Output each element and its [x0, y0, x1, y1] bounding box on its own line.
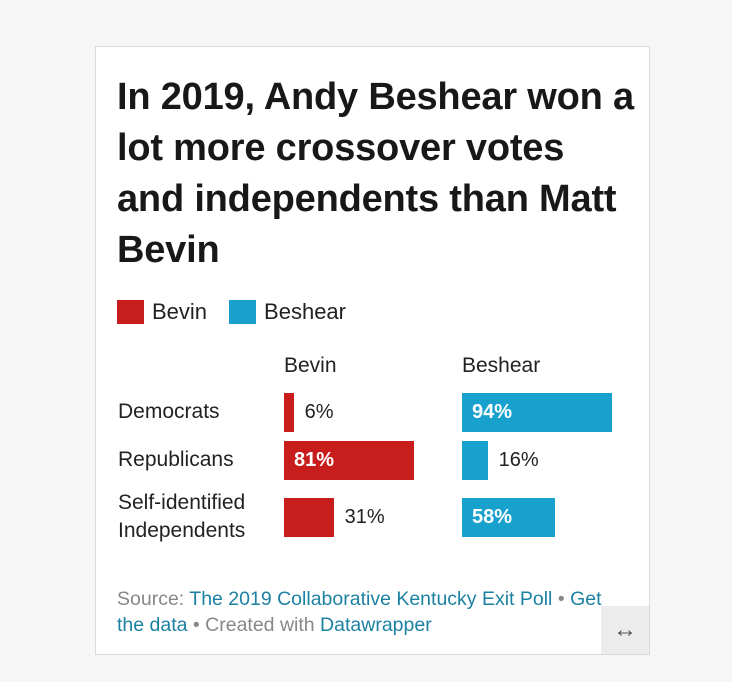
legend-item-bevin: Bevin: [117, 299, 207, 325]
legend-item-beshear: Beshear: [229, 299, 346, 325]
bar-beshear-democrats: [462, 393, 613, 432]
legend-label-beshear: Beshear: [264, 299, 346, 324]
bar-beshear-republicans: [462, 441, 488, 480]
source-link[interactable]: The 2019 Collaborative Kentucky Exit Pol…: [189, 588, 553, 610]
row-label-self-identified-independents: Self-identified Independents: [118, 491, 246, 542]
column-header-beshear: Beshear: [462, 354, 541, 377]
legend: Bevin Beshear: [117, 299, 368, 325]
column-header-bevin: Bevin: [284, 354, 337, 377]
value-label-beshear-republicans: 16%: [498, 449, 539, 471]
chart-card: In 2019, Andy Beshear won a lot more cro…: [95, 46, 650, 655]
source-prefix: Source:: [117, 588, 190, 610]
footer: Source: The 2019 Collaborative Kentucky …: [117, 586, 627, 638]
row-label-democrats: Democrats: [118, 400, 220, 423]
bar-bevin-republicans: [284, 441, 414, 480]
datawrapper-link[interactable]: Datawrapper: [320, 614, 432, 636]
legend-swatch-beshear: [229, 300, 257, 324]
footer-separator-2: •: [187, 614, 206, 636]
row-label-republicans: Republicans: [118, 448, 234, 471]
value-label-beshear-self-identified-independents: 58%: [472, 506, 513, 528]
bar-bevin-self-identified-independents: [284, 498, 334, 537]
value-label-bevin-self-identified-independents: 31%: [344, 506, 385, 528]
created-with-prefix: Created with: [205, 614, 321, 636]
footer-separator-1: •: [552, 588, 571, 610]
legend-label-bevin: Bevin: [152, 299, 208, 324]
value-label-bevin-republicans: 81%: [294, 449, 335, 471]
resize-horizontal-icon[interactable]: ↔: [601, 606, 649, 654]
bar-bevin-democrats: [284, 393, 294, 432]
value-label-beshear-democrats: 94%: [472, 401, 513, 423]
get-data-link[interactable]: Get the data: [117, 588, 602, 636]
chart-title: In 2019, Andy Beshear won a lot more cro…: [117, 76, 634, 271]
legend-swatch-bevin: [117, 300, 144, 324]
value-label-bevin-democrats: 6%: [304, 401, 334, 423]
bar-beshear-self-identified-independents: [462, 498, 555, 537]
